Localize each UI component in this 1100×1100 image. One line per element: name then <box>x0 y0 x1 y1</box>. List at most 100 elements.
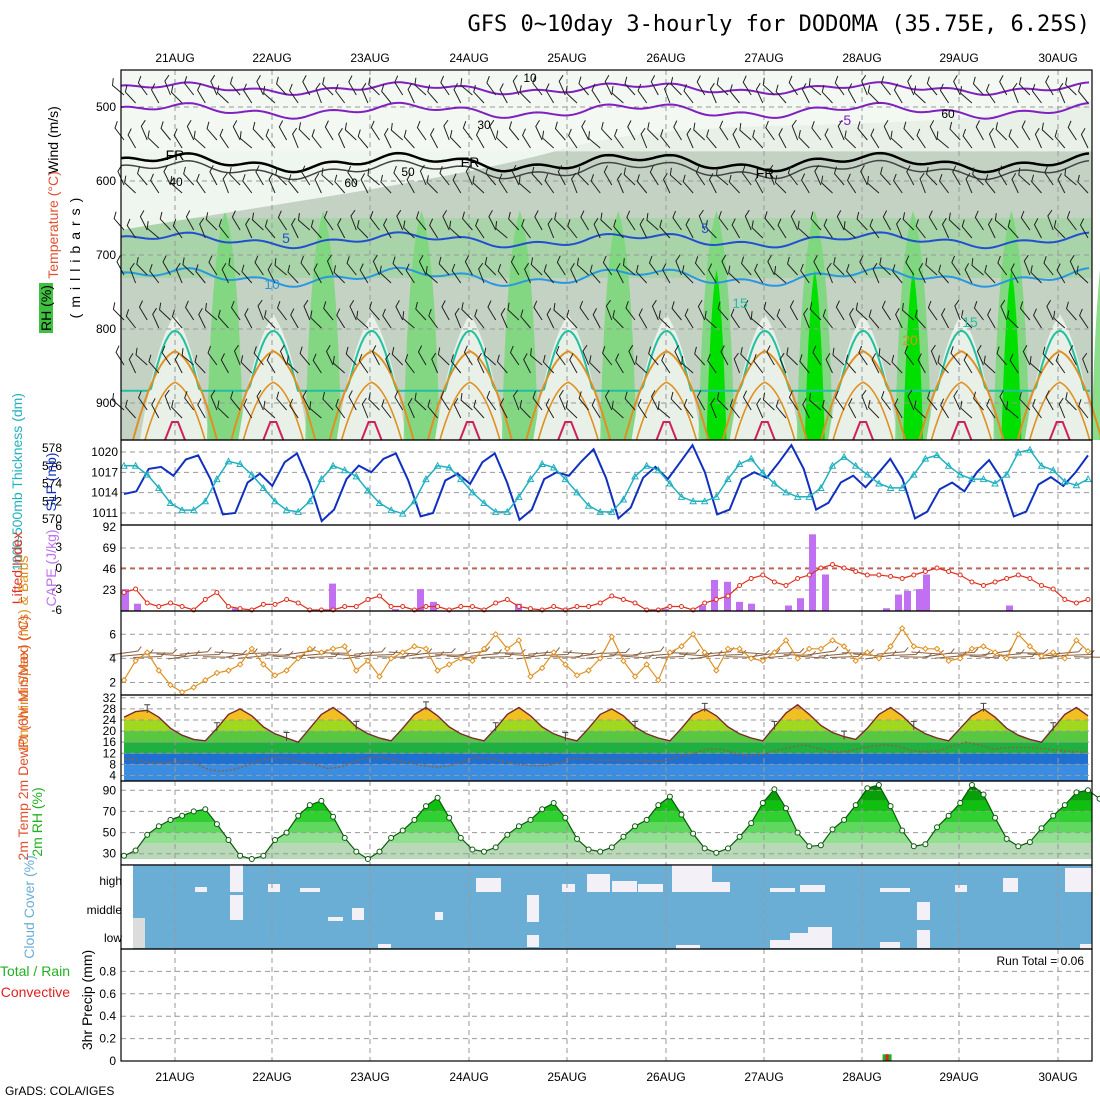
wind-barb <box>158 302 171 321</box>
wind-barb <box>860 165 868 186</box>
wind-speed-point <box>167 681 174 689</box>
cape-bar <box>822 574 829 611</box>
temp-25-contour <box>557 421 580 441</box>
wind-speed-point <box>480 645 488 652</box>
rh2m-point <box>306 802 313 809</box>
cape-bar <box>1006 605 1013 611</box>
y-tick-label: 1014 <box>91 486 118 500</box>
thickness-point <box>410 497 419 505</box>
wind-barb <box>571 172 578 194</box>
wind-barb <box>171 309 183 329</box>
rh2m-point <box>1073 789 1080 796</box>
rh-dry-plume <box>729 314 800 440</box>
cloud-clear-region <box>880 942 900 948</box>
wind-barb <box>708 263 717 284</box>
wind-barb <box>698 209 706 231</box>
wind-barb <box>972 76 984 96</box>
wind-barb <box>983 355 996 374</box>
y-tick-label: 900 <box>96 396 116 410</box>
wind-barb <box>625 301 636 321</box>
rh-bright-plume <box>1001 269 1022 440</box>
wind-barb <box>888 650 921 656</box>
wind-barb <box>742 75 752 96</box>
bottom-date-label: 30AUG <box>1038 1070 1077 1084</box>
top-date-label: 30AUG <box>1038 51 1077 65</box>
wind-barb <box>938 264 949 284</box>
lifted-index-point <box>469 604 475 609</box>
temp-minmax-whisker <box>283 731 290 741</box>
rh2m-axis-labels: 2m RH (%) <box>29 787 45 856</box>
temp-axis-labels: 2m Temp 2m DewPt (6hr Min/Max) (°C) <box>15 616 31 861</box>
wind-speed-point <box>596 655 604 662</box>
thickness-point <box>340 466 349 474</box>
lifted-index-point <box>864 572 870 578</box>
wind-barb <box>531 166 543 186</box>
thickness-point <box>143 470 152 478</box>
wind-barb <box>837 119 845 141</box>
wind-barb <box>184 391 195 411</box>
wind-barb <box>159 211 171 231</box>
wind-barb <box>997 255 1008 276</box>
temp-20-contour <box>820 350 907 441</box>
wind-barb <box>543 264 555 284</box>
wind-barb <box>175 262 183 284</box>
temp-band <box>124 742 1088 754</box>
wind-barb <box>648 346 659 366</box>
rh2m-point <box>248 856 255 862</box>
wind-barb <box>788 75 799 96</box>
wind-barb <box>245 217 253 239</box>
wind-barb <box>636 174 648 194</box>
wind-barb <box>274 258 287 276</box>
wind-barb <box>194 354 206 374</box>
wind-barb <box>973 301 984 321</box>
cloud-left-strip <box>121 865 133 949</box>
wind-barb <box>926 76 938 96</box>
wind-barb <box>254 255 264 276</box>
wind-barb <box>1006 401 1019 419</box>
cape-axis-label: CAPE (J/kg) <box>43 529 59 606</box>
y-tick-label: 2 <box>109 676 116 690</box>
wind-barb <box>368 77 380 96</box>
wind-speed-point <box>492 631 499 638</box>
wind-barb <box>928 210 938 231</box>
wind-barb <box>859 255 868 276</box>
wind-barb <box>207 345 218 366</box>
cape-bar <box>883 608 890 611</box>
wind-barb <box>301 165 311 186</box>
wind-barb <box>278 120 288 141</box>
wind-speed-point <box>144 649 151 656</box>
wind-barb <box>370 120 380 141</box>
temp-band <box>124 731 1088 743</box>
wind-barb <box>871 353 880 374</box>
wind-barb <box>163 165 171 186</box>
wind-barb <box>902 212 915 231</box>
wind-barb <box>472 175 485 194</box>
wind-barb <box>953 75 961 96</box>
rh2m-point <box>469 846 476 853</box>
wind-speed-point <box>202 676 209 684</box>
wind-barb <box>137 166 148 186</box>
wind-barb <box>858 345 868 366</box>
thickness-point <box>189 506 198 514</box>
wind-barb <box>356 220 369 239</box>
rh-dry-plume <box>533 314 604 440</box>
wind-speed-point <box>213 669 221 677</box>
wind-barb <box>833 166 845 186</box>
wind-barb <box>348 390 357 411</box>
wind-barb <box>822 309 833 329</box>
wind-barb <box>533 300 543 321</box>
wind-barb <box>624 391 636 411</box>
rh-band <box>124 822 1092 833</box>
thickness-point <box>131 461 140 469</box>
wind-barb <box>217 309 229 329</box>
contour-label: 15 <box>732 295 748 311</box>
thickness-point <box>817 483 825 491</box>
wind-barb <box>1015 648 1049 654</box>
wind-barb <box>953 389 961 411</box>
wind-speed-point <box>701 649 708 656</box>
wind-barb <box>414 392 427 411</box>
wind-barb <box>535 119 543 141</box>
wind-barb <box>519 400 531 419</box>
rh2m-point <box>620 833 627 840</box>
wind-barb <box>1065 392 1077 411</box>
